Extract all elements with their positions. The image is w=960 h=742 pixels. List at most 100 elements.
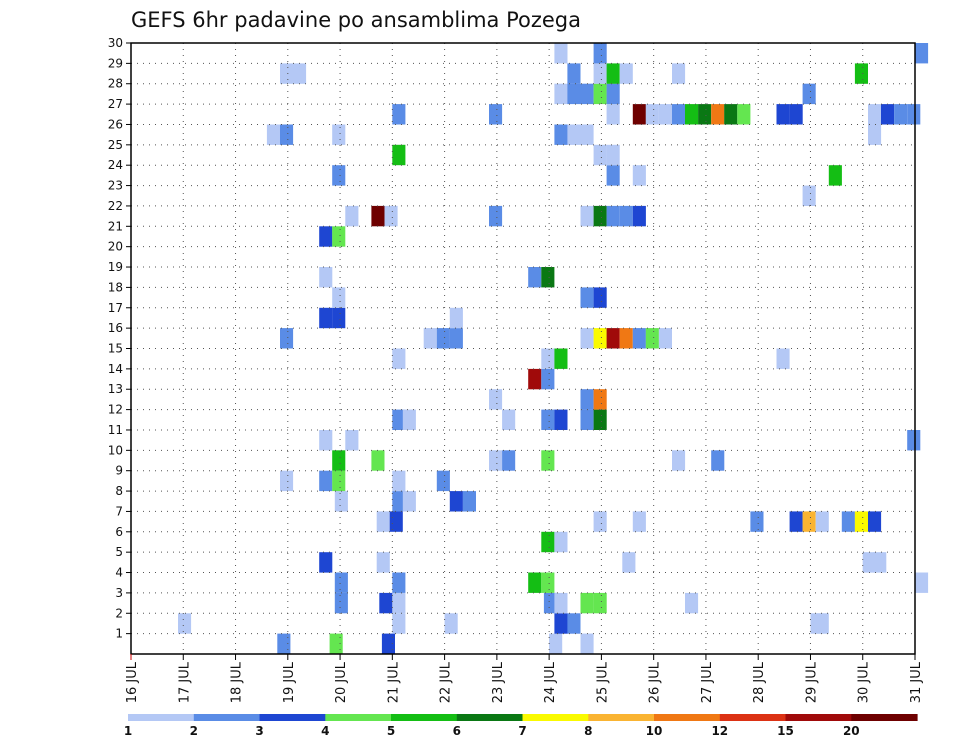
heatmap-cell xyxy=(528,572,542,593)
y-tick-label: 24 xyxy=(108,158,123,172)
colorbar-label: 5 xyxy=(387,724,395,738)
y-tick-label: 14 xyxy=(108,362,123,376)
y-tick-label: 21 xyxy=(108,219,123,233)
colorbar-label: 3 xyxy=(255,724,263,738)
y-tick-label: 1 xyxy=(115,627,123,641)
heatmap-cell xyxy=(632,328,646,349)
heatmap-cell xyxy=(554,83,568,105)
heatmap-cell xyxy=(319,307,333,329)
heatmap-cell xyxy=(593,409,607,430)
heatmap-cell xyxy=(632,104,646,125)
y-tick-label: 26 xyxy=(108,117,123,131)
x-tick-label: 27 JUL xyxy=(700,661,715,703)
heatmap-cell xyxy=(789,104,803,125)
heatmap-cell xyxy=(345,205,359,227)
colorbar-segment xyxy=(456,714,524,721)
heatmap-cell xyxy=(580,83,594,105)
heatmap-cell xyxy=(444,613,458,634)
colorbar-segment xyxy=(391,714,458,721)
x-tick-label: 31 JUL xyxy=(909,661,924,703)
heatmap-cell xyxy=(332,470,346,492)
heatmap-cell xyxy=(593,328,607,349)
heatmap-cell xyxy=(580,409,594,430)
colorbar-label: 7 xyxy=(518,724,526,738)
heatmap-cell xyxy=(541,531,555,553)
heatmap-cell xyxy=(280,63,294,84)
colorbar-segment xyxy=(588,714,655,721)
heatmap-cell xyxy=(319,226,333,247)
heatmap-cell xyxy=(580,633,594,654)
x-tick-label: 30 JUL xyxy=(857,661,872,703)
colorbar-segment xyxy=(259,714,326,721)
heatmap-cell xyxy=(750,511,764,532)
heatmap-cell xyxy=(541,450,555,471)
heatmap-cell xyxy=(462,491,476,512)
heatmap-cell xyxy=(593,592,607,614)
heatmap-cells xyxy=(178,43,929,654)
heatmap-cell xyxy=(329,633,343,654)
y-tick-label: 30 xyxy=(108,36,123,50)
heatmap-cell xyxy=(319,430,333,451)
heatmap-cell xyxy=(802,83,816,105)
heatmap-cell xyxy=(580,124,594,145)
heatmap-cell xyxy=(541,368,555,390)
heatmap-cell xyxy=(345,430,359,451)
heatmap-cell xyxy=(802,511,816,532)
heatmap-cell xyxy=(554,124,568,145)
heatmap-cell xyxy=(698,104,712,125)
x-tick-label: 28 JUL xyxy=(752,661,767,703)
heatmap-cell xyxy=(632,205,646,227)
heatmap-cell xyxy=(502,409,516,430)
heatmap-cell xyxy=(619,63,633,84)
colorbar-segment xyxy=(654,714,721,721)
heatmap-cell xyxy=(841,511,855,532)
heatmap-cell xyxy=(593,287,607,308)
y-axis: 1234567891011121314151617181920212223242… xyxy=(108,36,131,641)
heatmap-cell xyxy=(593,144,607,166)
heatmap-cell xyxy=(334,491,348,512)
heatmap-cell xyxy=(554,592,568,614)
heatmap-cell xyxy=(541,348,555,369)
x-tick-label: 17 JUL xyxy=(177,661,192,703)
heatmap-cell xyxy=(334,572,348,593)
y-tick-label: 4 xyxy=(115,566,123,580)
heatmap-cell xyxy=(389,511,403,532)
heatmap-cell xyxy=(593,389,607,410)
y-tick-label: 23 xyxy=(108,179,123,193)
y-tick-label: 16 xyxy=(108,321,123,335)
heatmap-cell xyxy=(802,185,816,206)
heatmap-cell xyxy=(392,104,406,125)
colorbar-segment xyxy=(325,714,392,721)
heatmap-cell xyxy=(178,613,192,634)
x-tick-label: 22 JUL xyxy=(439,661,454,703)
heatmap-cell xyxy=(528,267,542,288)
heatmap-cell xyxy=(685,592,699,614)
colorbar-label: 12 xyxy=(711,724,728,738)
colorbar-label: 20 xyxy=(843,724,860,738)
heatmap-cell xyxy=(776,348,790,369)
heatmap-cell xyxy=(606,205,620,227)
y-tick-label: 5 xyxy=(115,545,123,559)
heatmap-cell xyxy=(567,63,581,84)
heatmap-cell xyxy=(815,511,829,532)
x-tick-label: 19 JUL xyxy=(282,661,297,703)
heatmap-cell xyxy=(332,307,346,329)
heatmap-cell xyxy=(332,124,346,145)
y-tick-label: 6 xyxy=(115,525,123,539)
heatmap-cell xyxy=(541,572,555,593)
colorbar: 1 2 3 4 5 6 7 8 10 12 15 20 xyxy=(124,714,918,738)
heatmap-cell xyxy=(489,389,503,410)
heatmap-cell xyxy=(319,552,333,573)
heatmap-cell xyxy=(815,613,829,634)
heatmap-cell xyxy=(645,104,659,125)
heatmap-cell xyxy=(685,104,699,125)
heatmap-cell xyxy=(580,389,594,410)
y-tick-label: 10 xyxy=(108,443,123,457)
heatmap-cell xyxy=(376,552,390,573)
y-tick-label: 12 xyxy=(108,403,123,417)
y-tick-label: 18 xyxy=(108,280,123,294)
colorbar-segment xyxy=(851,714,918,721)
heatmap-cell xyxy=(541,267,555,288)
colorbar-label: 10 xyxy=(646,724,663,738)
heatmap-cell xyxy=(868,511,882,532)
